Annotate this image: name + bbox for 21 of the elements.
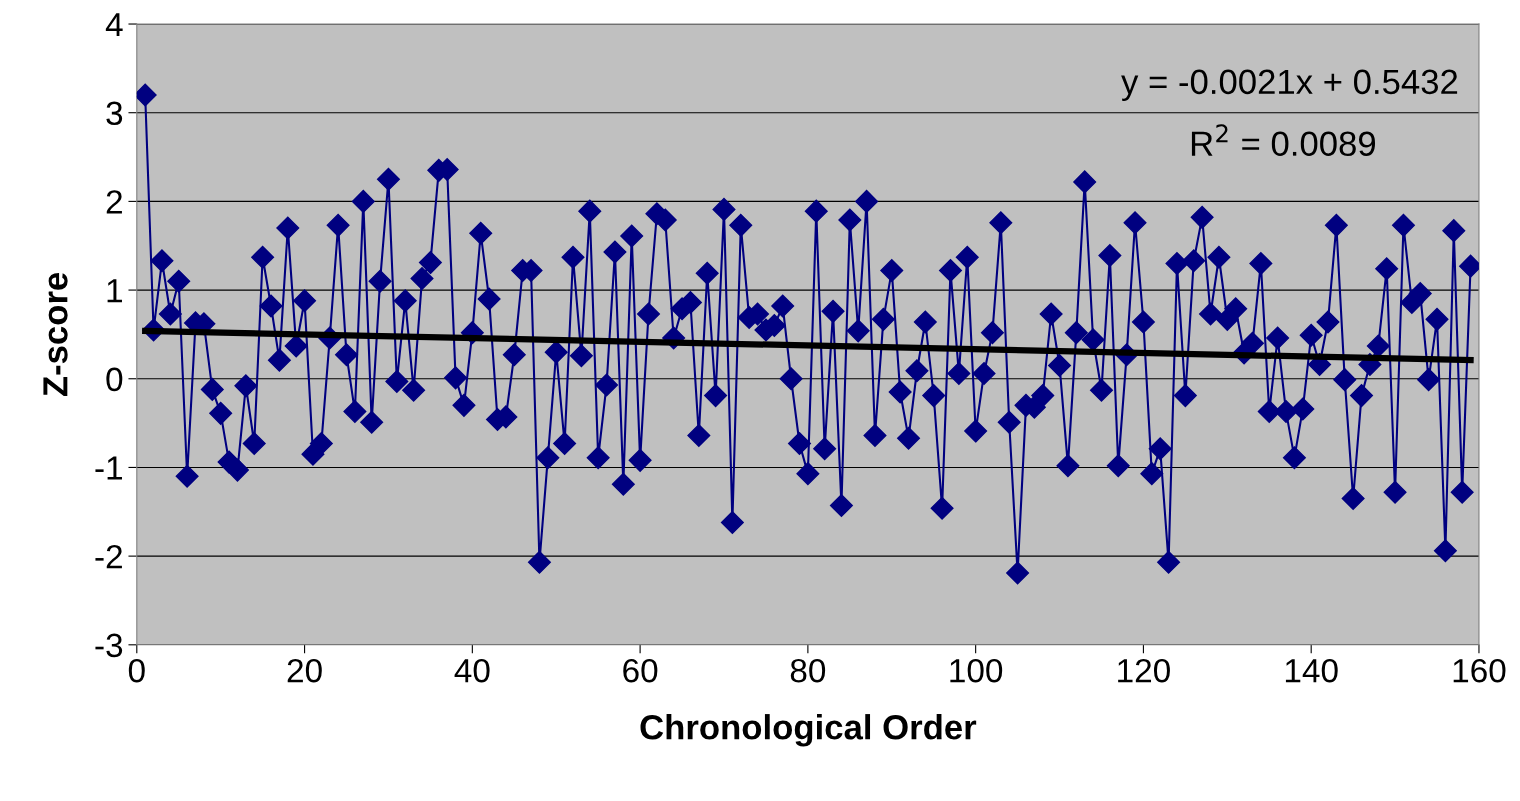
y-tick-label: 4	[105, 13, 123, 37]
x-axis-title: Chronological Order	[640, 714, 977, 747]
y-axis-title: Z-score	[43, 272, 68, 397]
y-tick-label: 3	[106, 101, 123, 126]
x-tick-label: 60	[623, 658, 658, 683]
y-tick-label: -3	[95, 633, 123, 658]
x-tick-label: 120	[1118, 658, 1170, 683]
y-tick-label: -2	[95, 544, 122, 569]
y-tick-label: 0	[106, 367, 123, 392]
annotation: y = -0.0021x + 0.5432	[1121, 69, 1458, 102]
x-tick-label: 160	[1453, 658, 1506, 683]
y-tick-label: 2	[106, 190, 122, 214]
annotation: R$^{2}$ = 0.0089	[1191, 124, 1376, 156]
x-tick-label: 0	[128, 658, 145, 683]
x-tick-label: 40	[454, 658, 490, 683]
x-tick-label: 20	[287, 658, 322, 683]
x-tick-label: 140	[1285, 658, 1338, 683]
y-tick-label: -1	[95, 456, 122, 480]
x-tick-label: 100	[950, 658, 1003, 683]
x-tick-label: 80	[790, 658, 826, 683]
y-tick-label: 1	[107, 279, 122, 303]
